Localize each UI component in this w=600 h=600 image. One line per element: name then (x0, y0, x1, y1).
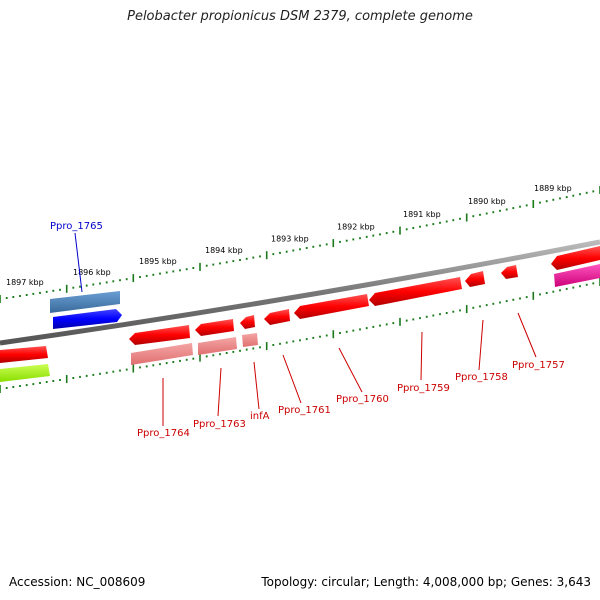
gene-label-ppro-1757[interactable]: Ppro_1757 (512, 360, 565, 371)
gene-arrow[interactable] (198, 337, 237, 355)
gene-label-ppro-1758[interactable]: Ppro_1758 (455, 372, 508, 383)
gene-labels: Ppro_1765 Ppro_1764 Ppro_1763 infA Ppro_… (50, 221, 565, 439)
gene-arrow-ppro-1765[interactable] (53, 309, 122, 329)
scale-tick-label: 1893 kbp (271, 235, 309, 244)
scale-tick-label: 1892 kbp (337, 223, 375, 232)
scale-ticks-inner (0, 278, 600, 393)
gene-label-ppro-1759[interactable]: Ppro_1759 (397, 383, 450, 394)
genome-backbone (0, 239, 600, 346)
gene-arrow[interactable] (551, 246, 600, 270)
scale-tick-label: 1897 kbp (6, 278, 44, 287)
gene-arrow-ppro-1757[interactable] (501, 265, 518, 279)
gene-arrow-ppro-1761[interactable] (264, 309, 290, 325)
gene-arrow-infa[interactable] (240, 315, 255, 329)
gene-arrow-ppro-1760[interactable] (294, 294, 369, 319)
leader-line (217, 367, 222, 417)
accession-label: Accession: NC_008609 (9, 575, 146, 589)
scale-tick-label: 1896 kbp (73, 268, 111, 277)
rna-arrow[interactable] (554, 264, 600, 287)
gene-arrow[interactable] (131, 343, 193, 365)
page-title: Pelobacter propionicus DSM 2379, complet… (127, 9, 473, 24)
leader-line (478, 319, 484, 371)
leader-line (282, 354, 302, 404)
gene-arrow[interactable] (0, 364, 50, 382)
scale-tick-label: 1889 kbp (534, 184, 572, 193)
gene-arrow-ppro-1763[interactable] (195, 319, 234, 336)
gene-arrow-ppro-1765-alt[interactable] (50, 291, 120, 313)
leader-line (420, 331, 423, 381)
gene-label-ppro-1763[interactable]: Ppro_1763 (193, 419, 246, 430)
genome-summary: Topology: circular; Length: 4,008,000 bp… (261, 575, 591, 589)
scale-ticks-outer (0, 186, 600, 303)
gene-label-infa[interactable]: infA (250, 411, 270, 422)
leader-line (338, 347, 363, 393)
leader-line (253, 361, 260, 410)
gene-arrow-ppro-1764[interactable] (129, 325, 190, 345)
gene-label-ppro-1764[interactable]: Ppro_1764 (137, 428, 190, 439)
gene-label-ppro-1761[interactable]: Ppro_1761 (278, 405, 331, 416)
scale-tick-label: 1894 kbp (205, 246, 243, 255)
gene-label-ppro-1765[interactable]: Ppro_1765 (50, 221, 103, 232)
leader-line (74, 232, 83, 293)
gene-arrow-ppro-1759[interactable] (369, 277, 462, 306)
gene-label-ppro-1760[interactable]: Ppro_1760 (336, 394, 389, 405)
gene-arrow-ppro-1758[interactable] (465, 271, 485, 287)
leader-line (517, 312, 537, 358)
gene-features (0, 246, 600, 382)
scale-tick-labels: 1897 kbp 1896 kbp 1895 kbp 1894 kbp 1893 kbp… (6, 184, 572, 287)
gene-arrow[interactable] (0, 346, 48, 363)
scale-tick-label: 1895 kbp (139, 257, 177, 266)
scale-tick-label: 1891 kbp (403, 210, 441, 219)
gene-arrow[interactable] (242, 333, 258, 347)
label-leaders (74, 232, 537, 426)
scale-tick-label: 1890 kbp (468, 197, 506, 206)
